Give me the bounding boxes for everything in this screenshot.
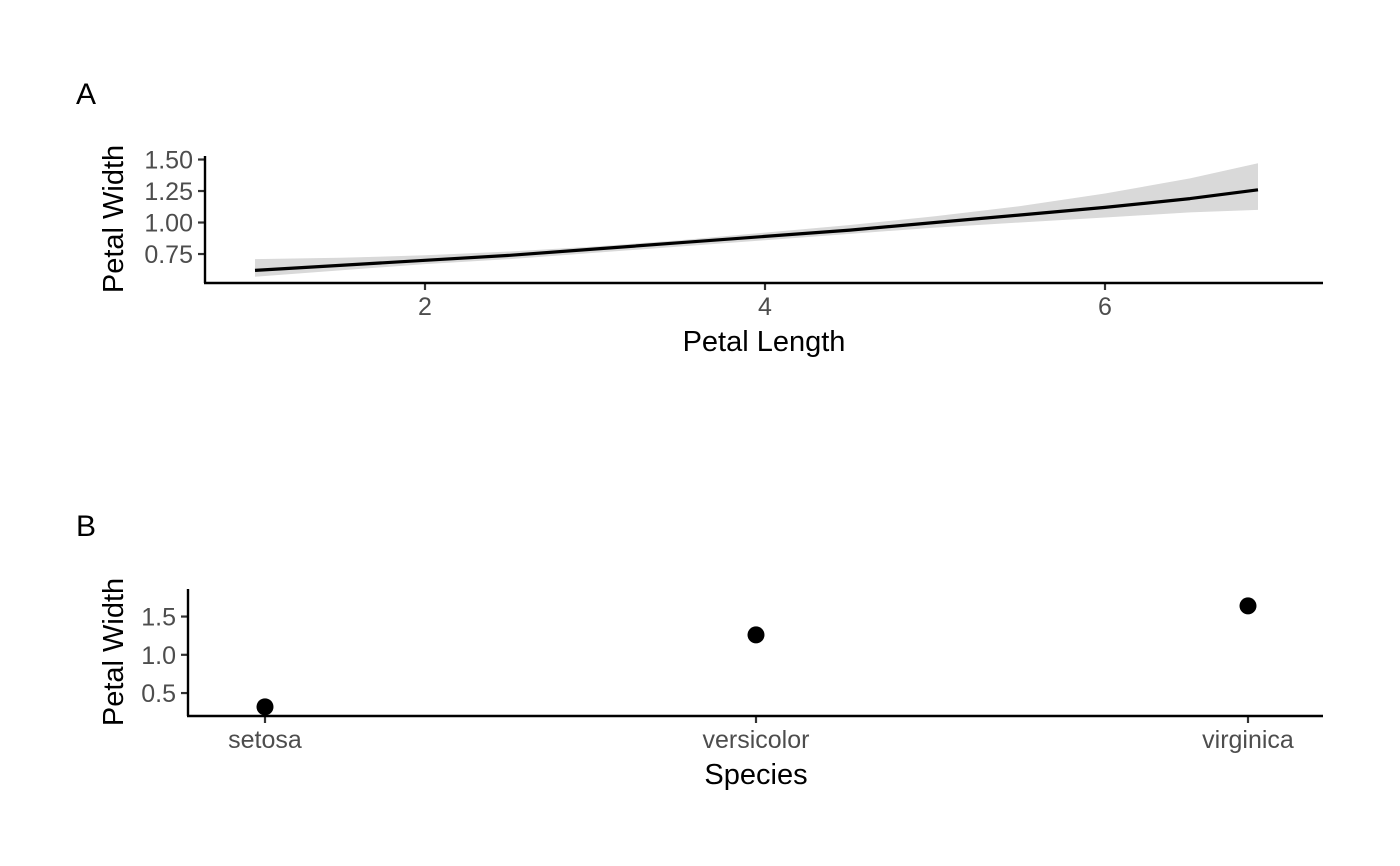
- y-tick-label: 0.5: [141, 680, 176, 708]
- fit-line: [254, 188, 1259, 272]
- panel-a-tag: A: [76, 78, 96, 111]
- data-points: [256, 597, 1257, 716]
- y-axis-title: Petal Width: [98, 578, 130, 726]
- panel-a: A 0.75 1.00 1.25 1.50 2 4 6 Petal Length Peta…: [76, 78, 1323, 358]
- y-tick-label: 0.75: [144, 241, 193, 269]
- data-point-setosa: [256, 698, 274, 716]
- x-tick-label: 4: [758, 293, 772, 321]
- y-axis-ticks: 0.5 1.0 1.5: [141, 604, 188, 708]
- y-tick-label: 1.00: [144, 210, 193, 238]
- y-tick-label: 1.50: [144, 147, 193, 175]
- y-tick-label: 1.25: [144, 178, 193, 206]
- x-axis-ticks: setosa versicolor virginica: [228, 716, 1294, 754]
- data-point-virginica: [1239, 597, 1257, 615]
- y-tick-label: 1.0: [141, 642, 176, 670]
- x-tick-label: 2: [418, 293, 432, 321]
- data-point-versicolor: [747, 626, 765, 644]
- x-axis-title: Petal Length: [683, 326, 846, 358]
- panel-b-tag: B: [76, 510, 96, 543]
- y-tick-label: 1.5: [141, 604, 176, 632]
- panel-b: B 0.5 1.0 1.5 setosa versicolor virginica Sp…: [76, 510, 1323, 791]
- x-tick-label: versicolor: [703, 726, 810, 754]
- x-axis-ticks: 2 4 6: [418, 283, 1112, 321]
- y-axis-title: Petal Width: [98, 145, 130, 293]
- x-tick-label: setosa: [228, 726, 302, 754]
- x-axis-title: Species: [704, 759, 807, 791]
- x-tick-label: 6: [1098, 293, 1112, 321]
- x-tick-label: virginica: [1202, 726, 1294, 754]
- y-axis-ticks: 0.75 1.00 1.25 1.50: [144, 147, 205, 269]
